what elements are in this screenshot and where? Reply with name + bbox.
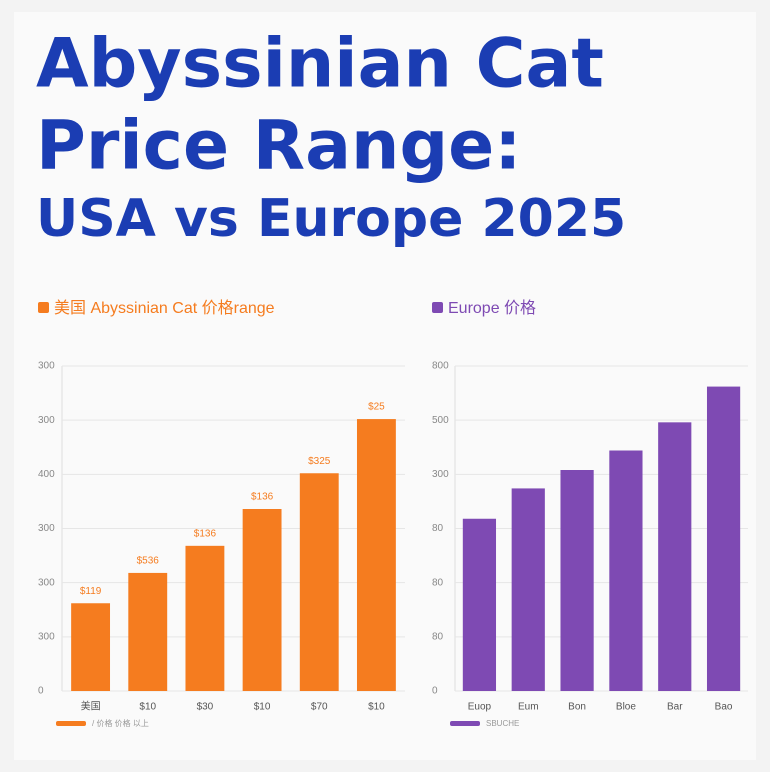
note: SBUCHE: [486, 719, 519, 728]
legend-label: Europe 价格: [448, 299, 536, 317]
y-tick-label: 500: [432, 415, 449, 426]
y-tick-label: 400: [38, 469, 55, 480]
title-line: Price Range:: [36, 107, 521, 186]
bar: [185, 545, 225, 691]
y-tick-label: 0: [432, 686, 438, 697]
value-label: $119: [80, 586, 102, 597]
value-label: $136: [194, 528, 217, 539]
legend-label: 美国 Abyssinian Cat 价格range: [54, 299, 275, 317]
x-tick-label: Bon: [568, 702, 586, 713]
bar: [560, 470, 594, 691]
x-tick-label: Euop: [468, 702, 492, 713]
value-label: $25: [368, 402, 385, 413]
bar: [71, 603, 111, 691]
value-label: $325: [308, 456, 331, 467]
value-label: $136: [251, 492, 274, 503]
x-tick-label: Eum: [518, 702, 539, 713]
legend-swatch: [432, 302, 443, 313]
bar: [299, 473, 339, 691]
value-label: $536: [137, 556, 160, 567]
bar: [511, 488, 545, 691]
bar: [242, 509, 282, 691]
y-tick-label: 300: [38, 415, 55, 426]
title-line: USA vs Europe 2025: [36, 189, 626, 249]
x-tick-label: Bao: [715, 702, 733, 713]
x-tick-label: $10: [254, 702, 271, 713]
y-tick-label: 300: [38, 361, 55, 372]
y-tick-label: 80: [432, 523, 444, 534]
title-line: Abyssinian Cat: [36, 25, 604, 104]
x-tick-label: Bar: [667, 702, 683, 713]
x-tick-label: $70: [311, 702, 328, 713]
y-tick-label: 800: [432, 361, 449, 372]
bar: [356, 419, 396, 691]
note-swatch: [56, 721, 86, 726]
bar: [462, 518, 497, 691]
note: / 价格 价格 以上: [92, 718, 149, 728]
x-tick-label: Bloe: [616, 702, 636, 713]
y-tick-label: 80: [432, 631, 444, 642]
y-tick-label: 80: [432, 577, 444, 588]
y-tick-label: 300: [38, 523, 55, 534]
x-tick-label: 美国: [81, 700, 101, 713]
y-tick-label: 300: [432, 469, 449, 480]
y-tick-label: 300: [38, 577, 55, 588]
x-tick-label: $10: [368, 702, 385, 713]
y-tick-label: 0: [38, 686, 44, 697]
bar: [658, 422, 692, 691]
x-tick-label: $10: [139, 702, 156, 713]
legend-swatch: [38, 302, 49, 313]
note-swatch: [450, 721, 480, 726]
y-tick-label: 300: [38, 631, 55, 642]
bar: [609, 450, 643, 691]
bar: [128, 572, 168, 691]
x-tick-label: $30: [197, 702, 214, 713]
bar: [706, 386, 741, 691]
